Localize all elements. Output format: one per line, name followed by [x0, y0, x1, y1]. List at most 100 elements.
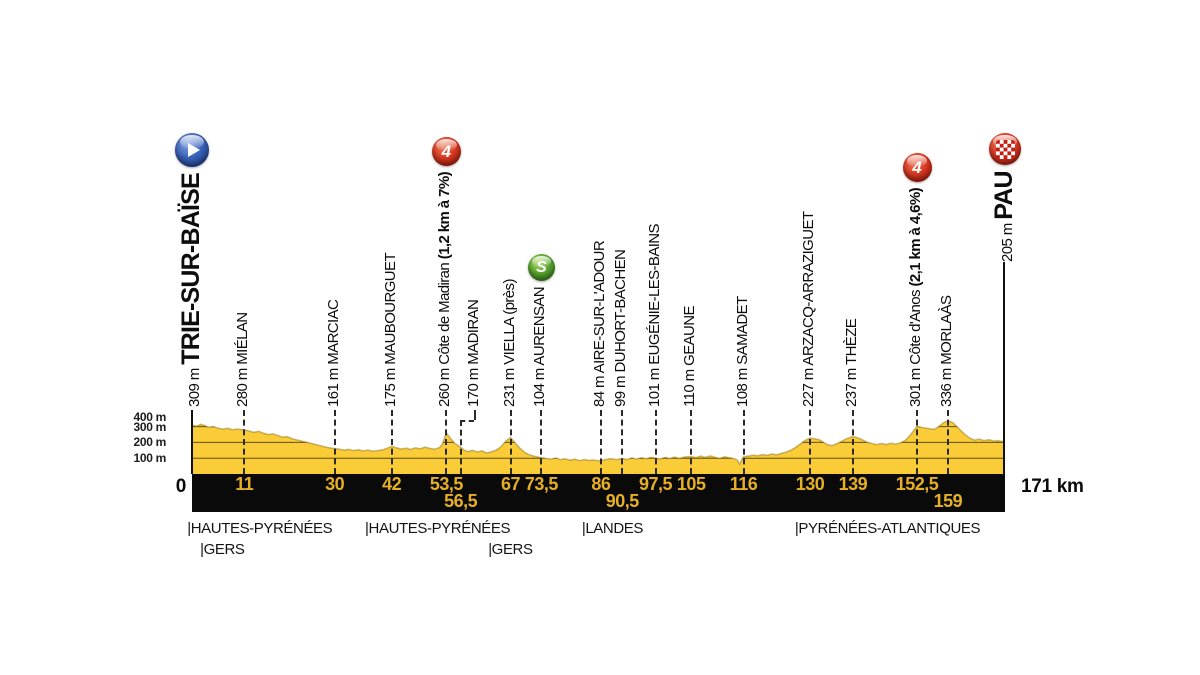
- km-marker-53-5: 53,5: [429, 474, 464, 494]
- waypoint-dash: [599, 410, 602, 474]
- distance-start-label: 0: [175, 476, 187, 497]
- total-distance-label: 171 km: [1021, 476, 1084, 497]
- km-marker-130: 130: [795, 474, 825, 494]
- km-marker-105: 105: [676, 474, 706, 494]
- km-marker-152-5: 152,5: [895, 474, 939, 494]
- waypoint-dash: [690, 410, 693, 474]
- km-marker-97-5: 97,5: [639, 474, 673, 494]
- climb-detail: (2,1 km à 4,6%): [907, 187, 925, 287]
- waypoint-label-trie-sur-ba-se: 309 m TRIE-SUR-BAÏSE: [177, 173, 205, 407]
- waypoint-label-c-te-de-madiran: 260 m Côte de Madiran (1,2 km à 7%): [436, 172, 454, 407]
- waypoint-label-madiran: 170 m MADIRAN: [464, 299, 482, 407]
- department-label: |GERS: [488, 541, 533, 558]
- department-label: |PYRÉNÉES-ATLANTIQUES: [794, 520, 981, 537]
- department-label: |HAUTES-PYRÉNÉES: [365, 520, 511, 537]
- waypoint-name: Côte de Madiran: [436, 259, 454, 365]
- waypoint-label-pau: 205 m PAU: [989, 171, 1018, 262]
- km-marker-159: 159: [933, 491, 963, 511]
- waypoint-name: MARCIAC: [324, 299, 342, 365]
- km-marker-56-5: 56,5: [444, 491, 478, 511]
- checkered-flag-pattern: [995, 139, 1015, 159]
- waypoint-dash: [333, 410, 336, 474]
- km-marker-42: 42: [382, 474, 402, 494]
- profile-top-edge: [192, 420, 1005, 466]
- waypoint-label-samadet: 108 m SAMADET: [733, 296, 751, 407]
- waypoint-dash: [445, 410, 448, 474]
- distance-bar: [192, 474, 1005, 512]
- km-marker-30: 30: [325, 474, 345, 494]
- waypoint-name: AURENSAN: [531, 287, 549, 366]
- waypoint-label-morla-s: 336 m MORLAÀS: [937, 295, 955, 407]
- km-marker-116: 116: [729, 474, 758, 494]
- waypoint-label-geaune: 110 m GEAUNE: [681, 306, 699, 407]
- waypoint-dash: [916, 410, 919, 474]
- waypoint-dash: [946, 410, 949, 474]
- waypoint-name: MADIRAN: [464, 299, 482, 365]
- waypoint-dash: [243, 410, 246, 474]
- waypoint-dash: [473, 410, 476, 420]
- waypoint-label-eug-nie-les-bains: 101 m EUGÉNIE-LES-BAINS: [645, 224, 663, 407]
- category-4-climb-icon: 4: [431, 137, 461, 166]
- waypoint-name: MIÉLAN: [234, 312, 252, 365]
- department-label: |GERS: [200, 541, 245, 558]
- waypoint-name: SAMADET: [733, 296, 751, 365]
- waypoint-dash: [742, 410, 745, 474]
- category-4-climb-icon: 4: [902, 153, 932, 182]
- department-label: |HAUTES-PYRÉNÉES: [187, 520, 333, 537]
- waypoint-dash: [851, 410, 854, 474]
- start-line: [191, 410, 193, 474]
- waypoint-name: MAUBOURGUET: [381, 252, 399, 365]
- waypoint-name: MORLAÀS: [937, 295, 955, 365]
- waypoint-name: ARZACQ-ARRAZIGUET: [800, 211, 818, 366]
- waypoint-name: AIRE-SUR-L'ADOUR: [590, 240, 608, 374]
- elevation-profile-area: [192, 420, 1005, 474]
- sprint-icon: S: [527, 254, 555, 281]
- waypoint-label-maubourguet: 175 m MAUBOURGUET: [381, 252, 399, 407]
- km-marker-73-5: 73,5: [524, 474, 559, 494]
- profile-fill: [192, 420, 1005, 474]
- badge-glyph: 4: [912, 157, 922, 177]
- waypoint-dash: [459, 420, 462, 474]
- department-label: |LANDES: [581, 520, 644, 537]
- elevation-tick-label: 400 m: [133, 409, 166, 424]
- waypoint-dash: [654, 410, 657, 474]
- finish-checkered-icon: [989, 133, 1021, 165]
- waypoint-name: THÈZE: [842, 318, 860, 365]
- waypoint-label-mi-lan: 280 m MIÉLAN: [234, 312, 252, 407]
- elevation-tick-label: 300 m: [133, 419, 166, 434]
- waypoint-label-th-ze: 237 m THÈZE: [842, 318, 860, 407]
- climb-detail: (1,2 km à 7%): [436, 172, 454, 260]
- waypoint-label-arzacq-arraziguet: 227 m ARZACQ-ARRAZIGUET: [800, 211, 818, 407]
- waypoint-name: PAU: [989, 171, 1018, 220]
- waypoint-name: EUGÉNIE-LES-BAINS: [645, 224, 663, 365]
- waypoint-elevation: 205 m: [998, 219, 1016, 262]
- finish-line: [1003, 262, 1005, 474]
- waypoint-dash: [621, 410, 624, 474]
- badge-glyph: S: [536, 258, 547, 276]
- waypoint-name: GEAUNE: [681, 306, 699, 366]
- waypoint-name: DUHORT-BACHEN: [612, 249, 630, 373]
- waypoint-dash: [809, 410, 812, 474]
- waypoint-label-aurensan: 104 m AURENSAN: [531, 287, 549, 407]
- waypoint-dash-elbow: [459, 420, 474, 422]
- waypoint-name: VIELLA (près): [500, 279, 518, 365]
- waypoint-label-duhort-bachen: 99 m DUHORT-BACHEN: [612, 249, 630, 407]
- waypoint-label-viella-pr-s: 231 m VIELLA (près): [500, 279, 518, 407]
- start-play-icon: [175, 133, 209, 167]
- elevation-tick-label: 200 m: [133, 435, 166, 450]
- km-marker-86: 86: [591, 474, 611, 494]
- waypoint-dash: [390, 410, 393, 474]
- waypoint-label-aire-sur-l-adour: 84 m AIRE-SUR-L'ADOUR: [590, 240, 608, 407]
- waypoint-dash: [540, 410, 543, 474]
- km-marker-139: 139: [838, 474, 868, 494]
- waypoint-label-c-te-d-anos: 301 m Côte d'Anos (2,1 km à 4,6%): [907, 187, 925, 407]
- km-marker-11: 11: [235, 474, 254, 494]
- km-marker-90-5: 90,5: [605, 491, 640, 511]
- waypoint-dash: [509, 410, 512, 474]
- km-marker-67: 67: [501, 474, 521, 494]
- elevation-tick-label: 100 m: [133, 451, 166, 466]
- badge-glyph: 4: [441, 141, 452, 161]
- play-triangle: [188, 143, 200, 157]
- waypoint-label-marciac: 161 m MARCIAC: [324, 299, 342, 407]
